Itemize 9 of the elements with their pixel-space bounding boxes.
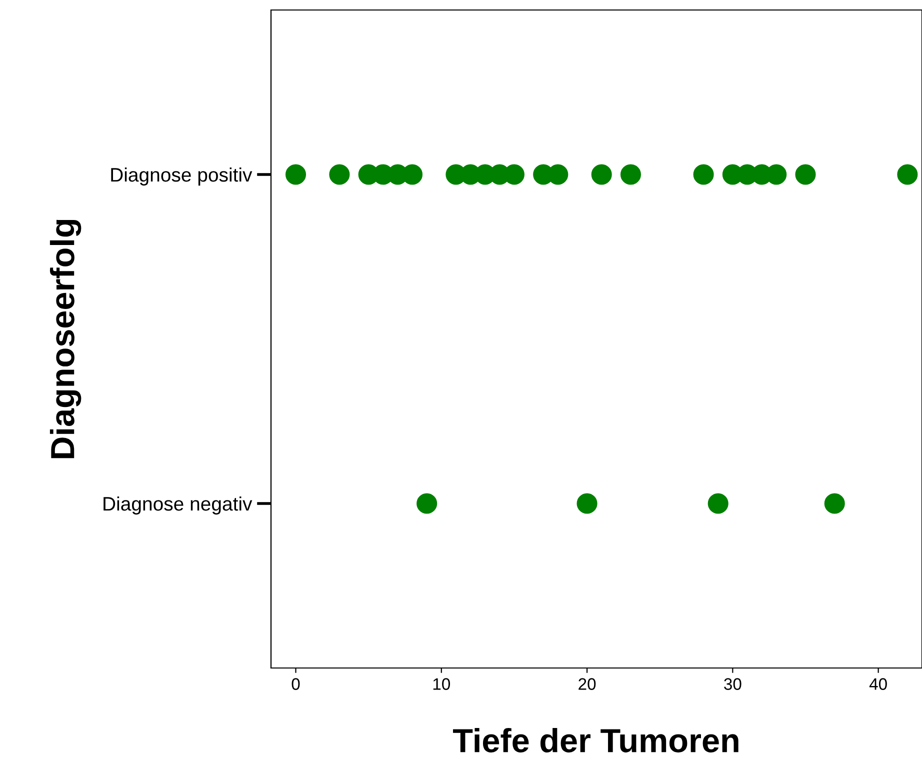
x-tick-label: 40 xyxy=(869,678,887,690)
x-tick-label: 0 xyxy=(292,678,300,690)
y-tick-label: Diagnose negativ xyxy=(104,496,252,515)
y-tick-label: Diagnose positiv xyxy=(111,167,252,186)
x-tick-label: 20 xyxy=(578,678,596,690)
x-tick-label: 10 xyxy=(433,678,450,690)
x-axis-title: Tiefe der Tumoren xyxy=(453,728,738,752)
y-axis-title: Diagnoseerfolg xyxy=(50,220,82,458)
x-tick-label: 30 xyxy=(724,678,742,690)
